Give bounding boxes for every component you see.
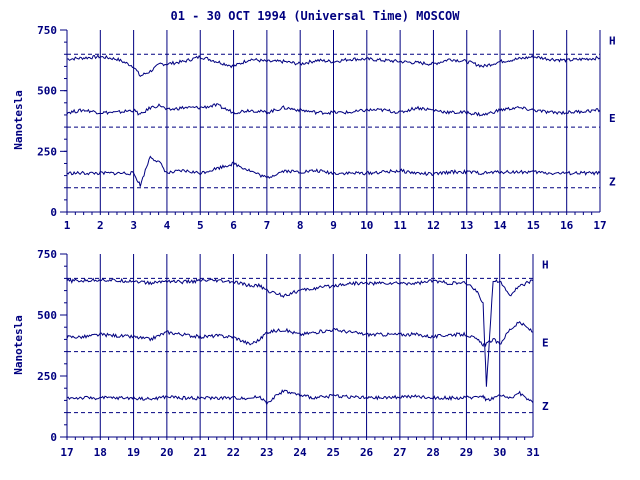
x-tick-label-bottom: 22 xyxy=(227,446,240,459)
series-e-bottom xyxy=(66,321,534,348)
panel-bottom: Nanotesla 0 250 500 750 17 18 19 20 21 22 23 24 25 26… xyxy=(12,248,549,459)
x-tick-label-top: 8 xyxy=(297,219,304,232)
y-tick-label-top: 750 xyxy=(37,24,57,37)
x-tick-label-top: 14 xyxy=(493,219,507,232)
y-tick-label-bottom: 750 xyxy=(37,248,57,261)
component-label-h-bottom: H xyxy=(542,259,549,272)
x-tick-label-bottom: 17 xyxy=(60,446,73,459)
x-tick-label-bottom: 25 xyxy=(327,446,340,459)
y-tick-label-bottom: 0 xyxy=(50,431,57,444)
x-tick-label-top: 2 xyxy=(97,219,104,232)
x-tick-label-top: 5 xyxy=(197,219,204,232)
x-tick-label-top: 15 xyxy=(527,219,540,232)
x-tick-label-top: 16 xyxy=(560,219,574,232)
x-tick-label-top: 17 xyxy=(593,219,606,232)
x-tick-label-top: 1 xyxy=(64,219,71,232)
x-tick-label-bottom: 21 xyxy=(194,446,208,459)
y-tick-label-bottom: 250 xyxy=(37,370,57,383)
series-h-top xyxy=(66,54,601,77)
x-tick-label-bottom: 29 xyxy=(460,446,473,459)
y-tick-label-top: 0 xyxy=(50,206,57,219)
x-tick-label-bottom: 24 xyxy=(293,446,307,459)
x-tick-label-top: 7 xyxy=(264,219,271,232)
x-tick-label-bottom: 18 xyxy=(94,446,107,459)
y-tick-label-top: 500 xyxy=(37,85,57,98)
y-axis-label-top: Nanotesla xyxy=(12,90,25,150)
x-tick-label-top: 4 xyxy=(164,219,171,232)
component-label-e-bottom: E xyxy=(542,337,549,350)
series-e-top xyxy=(66,102,601,117)
x-tick-label-bottom: 23 xyxy=(260,446,273,459)
x-tick-label-top: 9 xyxy=(330,219,337,232)
series-z-bottom xyxy=(66,389,534,406)
y-axis-label-bottom: Nanotesla xyxy=(12,315,25,375)
x-tick-label-top: 13 xyxy=(460,219,473,232)
component-label-z-bottom: Z xyxy=(542,400,549,413)
x-tick-label-bottom: 26 xyxy=(360,446,374,459)
y-tick-label-bottom: 500 xyxy=(37,309,57,322)
x-tick-label-top: 6 xyxy=(230,219,237,232)
x-tick-label-top: 10 xyxy=(360,219,373,232)
series-z-top xyxy=(66,155,601,187)
x-tick-label-bottom: 27 xyxy=(393,446,406,459)
component-label-h-top: H xyxy=(609,35,616,48)
x-tick-label-bottom: 28 xyxy=(427,446,440,459)
x-tick-label-bottom: 31 xyxy=(526,446,540,459)
x-tick-label-top: 11 xyxy=(394,219,408,232)
y-tick-label-top: 250 xyxy=(37,145,57,158)
component-label-e-top: E xyxy=(609,112,616,125)
x-tick-label-bottom: 19 xyxy=(127,446,140,459)
x-tick-label-top: 3 xyxy=(130,219,137,232)
series-h-bottom xyxy=(66,277,534,387)
x-tick-label-bottom: 20 xyxy=(160,446,173,459)
chart-title: 01 - 30 OCT 1994 (Universal Time) MOSCOW xyxy=(171,9,461,23)
x-tick-label-bottom: 30 xyxy=(493,446,506,459)
component-label-z-top: Z xyxy=(609,175,616,188)
x-tick-label-top: 12 xyxy=(427,219,440,232)
